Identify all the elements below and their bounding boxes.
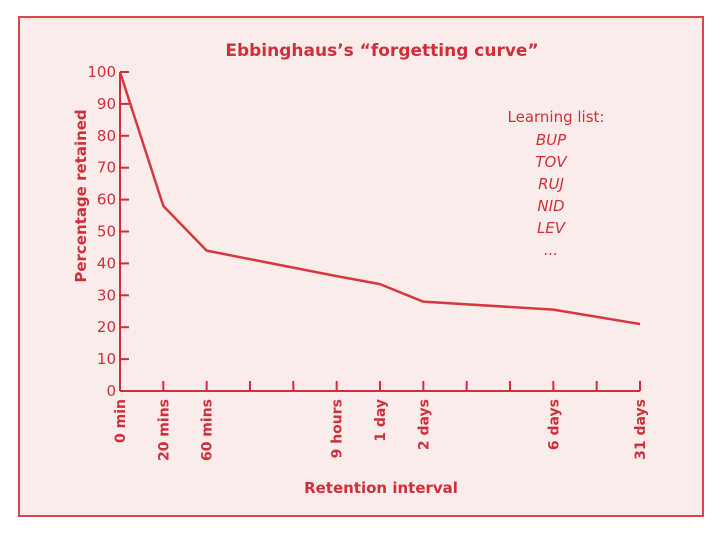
x-tick-label: 1 day [373,399,389,442]
legend-heading: Learning list: [508,108,605,126]
y-ticks: 0 10 20 30 40 50 60 70 80 90 100 [87,63,129,400]
x-tick-label: 9 hours [330,399,346,458]
y-tick-label: 50 [97,223,116,241]
legend-item: RUJ [538,175,564,193]
legend-item: LEV [537,219,567,237]
legend-items: BUP TOV RUJ NID LEV... [535,131,568,259]
y-tick-label: 90 [97,95,116,113]
y-axis-title: Percentage retained [72,109,90,282]
series-group [118,71,641,326]
legend-item: ... [544,241,558,259]
x-tick-label: 20 mins [156,399,172,461]
x-tick-label: 2 days [416,399,432,450]
y-tick-label: 60 [97,191,116,209]
x-axis-title: Retention interval [304,479,458,497]
y-tick-label: 0 [106,382,116,400]
legend-item: BUP [536,131,567,149]
legend-item: TOV [535,153,568,171]
y-tick-label: 70 [97,159,116,177]
x-ticks: 0 min 20 mins 60 mins 9 hours 1 day 2 days 6 d… [113,381,649,461]
chart-frame [18,16,704,517]
y-tick-label: 20 [97,318,116,336]
y-tick-label: 40 [97,254,116,272]
forgetting-curve-line [118,71,641,326]
y-tick-label: 10 [97,350,116,368]
x-tick-label: 60 mins [200,399,216,461]
legend-item: NID [537,197,564,215]
y-tick-label: 30 [97,286,116,304]
x-tick-label: 6 days [546,399,562,450]
x-tick-label: 31 days [633,399,649,460]
x-tick-label: 0 min [113,399,129,443]
y-tick-label: 80 [97,127,116,145]
chart-title: Ebbinghaus’s “forgetting curve” [225,41,538,61]
y-tick-label: 100 [87,63,116,81]
